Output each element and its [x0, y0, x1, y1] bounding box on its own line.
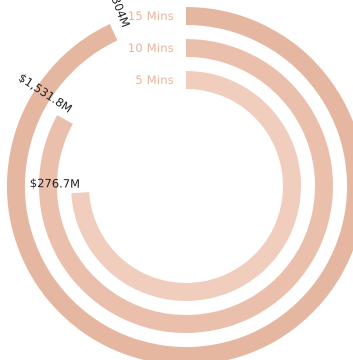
arc-10-mins	[39, 39, 333, 333]
value-label: $276.7M	[30, 176, 80, 191]
value-label: $3,304M	[102, 0, 133, 29]
series-label: 15 Mins	[128, 9, 174, 23]
arc-5-mins	[71, 71, 301, 301]
arcs-layer	[7, 7, 353, 360]
series-label: 5 Mins	[135, 73, 174, 87]
arc-15-mins	[7, 7, 353, 360]
series-label: 10 Mins	[128, 41, 174, 55]
